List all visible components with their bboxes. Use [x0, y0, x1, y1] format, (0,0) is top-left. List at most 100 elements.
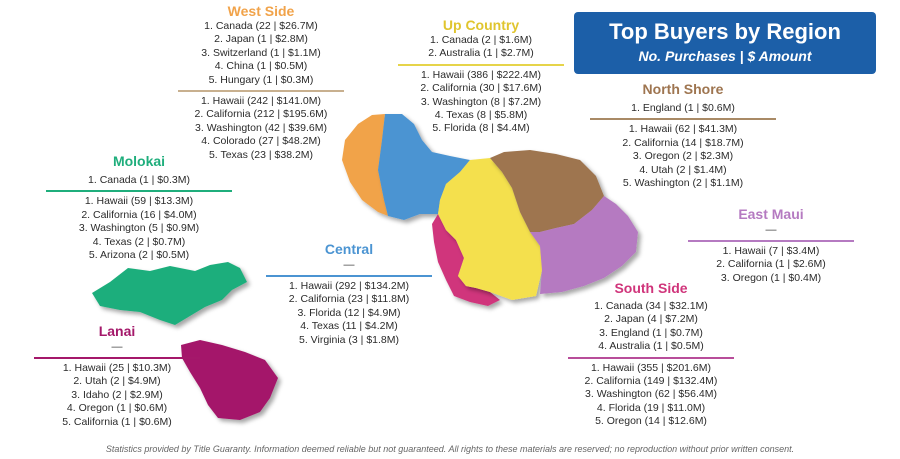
- list-item: 1. Canada (2 | $1.6M): [430, 34, 532, 46]
- page-subtitle: No. Purchases | $ Amount: [638, 48, 812, 64]
- list-item: 5. Arizona (2 | $0.5M): [88, 249, 190, 262]
- list-item: 4. Oregon (1 | $0.6M): [66, 402, 168, 415]
- list-item: 4. Texas (2 | $0.7M): [92, 235, 186, 248]
- region-title: Lanai: [98, 323, 136, 339]
- west-side-shape: [342, 114, 388, 216]
- list-item: 4. Texas (8 | $5.8M): [434, 109, 528, 122]
- divider: [590, 118, 776, 121]
- list-item: 5. California (1 | $0.6M): [62, 415, 172, 428]
- divider: [568, 356, 734, 359]
- list-item: 1. Hawaii (7 | $3.4M): [722, 245, 820, 257]
- region-title: West Side: [227, 3, 295, 19]
- domestic-buyers-list: 1. Hawaii (242 | $141.0M) 2. California …: [178, 95, 344, 162]
- region-up-country: Up Country 1. Canada (2 | $1.6M) 2. Aust…: [398, 16, 564, 136]
- region-title: Central: [324, 241, 374, 257]
- list-item: 1. Hawaii (25 | $10.3M): [62, 362, 172, 374]
- region-north-shore: North Shore 1. England (1 | $0.6M) 1. Ha…: [590, 80, 776, 190]
- list-item: 3. England (1 | $0.7M): [599, 326, 703, 339]
- south-side-shape: [432, 214, 500, 306]
- list-item: 2. California (14 | $18.7M): [622, 136, 744, 149]
- list-item: 2. California (149 | $132.4M): [584, 375, 718, 388]
- region-title: Up Country: [442, 17, 520, 33]
- list-item: 5. Virginia (3 | $1.8M): [299, 333, 399, 346]
- domestic-buyers-list: 1. Hawaii (7 | $3.4M) 2. California (1 |…: [688, 245, 854, 285]
- list-item: 2. Japan (1 | $2.8M): [214, 33, 308, 46]
- region-east-maui: East Maui — 1. Hawaii (7 | $3.4M) 2. Cal…: [688, 205, 854, 285]
- region-lanai: Lanai — 1. Hawaii (25 | $10.3M) 2. Utah …: [34, 322, 200, 429]
- region-title: North Shore: [642, 81, 724, 97]
- list-item: 1. Canada (22 | $26.7M): [204, 20, 318, 32]
- list-item: 4. Australia (1 | $0.5M): [598, 340, 704, 353]
- region-south-side: South Side 1. Canada (34 | $32.1M) 2. Ja…: [568, 279, 734, 429]
- east-maui-shape: [530, 196, 638, 294]
- list-item: 1. Canada (1 | $0.3M): [88, 174, 190, 186]
- no-international-buyers: —: [343, 259, 355, 271]
- international-buyers-list: 1. Canada (22 | $26.7M) 2. Japan (1 | $2…: [178, 20, 344, 87]
- divider: [266, 275, 432, 277]
- list-item: 1. England (1 | $0.6M): [631, 102, 735, 114]
- international-buyers-list: 1. England (1 | $0.6M): [590, 102, 776, 115]
- list-item: 4. Florida (19 | $11.0M): [596, 401, 706, 414]
- list-item: 3. Washington (62 | $56.4M): [585, 388, 717, 401]
- title-banner: Top Buyers by Region No. Purchases | $ A…: [574, 12, 876, 74]
- list-item: 2. California (23 | $11.8M): [288, 293, 410, 306]
- list-item: 3. Switzerland (1 | $1.1M): [201, 46, 321, 59]
- list-item: 1. Hawaii (386 | $222.4M): [420, 68, 542, 81]
- region-title: South Side: [614, 280, 688, 296]
- list-item: 3. Florida (12 | $4.9M): [297, 306, 401, 319]
- domestic-buyers-list: 1. Hawaii (292 | $134.2M) 2. California …: [266, 280, 432, 347]
- disclaimer-footer: Statistics provided by Title Guaranty. I…: [105, 444, 795, 454]
- list-item: 5. Florida (8 | $4.4M): [432, 122, 530, 135]
- list-item: 1. Canada (34 | $32.1M): [594, 300, 708, 312]
- molokai-shape: [92, 262, 247, 325]
- region-title: East Maui: [738, 206, 804, 222]
- list-item: 1. Hawaii (59 | $13.3M): [84, 195, 194, 208]
- list-item: 1. Hawaii (62 | $41.3M): [628, 123, 738, 136]
- list-item: 5. Texas (23 | $38.2M): [208, 148, 314, 161]
- list-item: 2. Australia (1 | $2.7M): [428, 47, 534, 60]
- list-item: 3. Washington (8 | $7.2M): [420, 95, 542, 108]
- no-international-buyers: —: [765, 224, 777, 236]
- domestic-buyers-list: 1. Hawaii (25 | $10.3M) 2. Utah (2 | $4.…: [34, 362, 200, 429]
- list-item: 5. Hungary (1 | $0.3M): [208, 73, 314, 86]
- divider: [46, 190, 232, 193]
- region-title: Molokai: [112, 153, 166, 169]
- list-item: 3. Oregon (2 | $2.3M): [632, 150, 734, 163]
- no-international-buyers: —: [111, 341, 123, 353]
- list-item: 3. Washington (42 | $39.6M): [195, 121, 327, 134]
- region-central: Central — 1. Hawaii (292 | $134.2M) 2. C…: [266, 240, 432, 347]
- list-item: 2. California (16 | $4.0M): [81, 208, 197, 221]
- domestic-buyers-list: 1. Hawaii (386 | $222.4M) 2. California …: [398, 69, 564, 136]
- divider: [34, 357, 200, 359]
- list-item: 1. Hawaii (355 | $201.6M): [590, 361, 712, 374]
- region-west-side: West Side 1. Canada (22 | $26.7M) 2. Jap…: [178, 2, 344, 162]
- domestic-buyers-list: 1. Hawaii (62 | $41.3M) 2. California (1…: [590, 123, 776, 190]
- central-shape: [378, 114, 470, 220]
- domestic-buyers-list: 1. Hawaii (355 | $201.6M) 2. California …: [568, 362, 734, 429]
- list-item: 4. China (1 | $0.5M): [214, 60, 308, 73]
- international-buyers-list: 1. Canada (34 | $32.1M) 2. Japan (4 | $7…: [568, 300, 734, 354]
- list-item: 4. Texas (11 | $4.2M): [300, 320, 398, 333]
- list-item: 2. Japan (4 | $7.2M): [604, 313, 698, 326]
- list-item: 5. Washington (2 | $1.1M): [622, 177, 744, 190]
- domestic-buyers-list: 1. Hawaii (59 | $13.3M) 2. California (1…: [46, 195, 232, 262]
- list-item: 2. Utah (2 | $4.9M): [73, 375, 161, 388]
- list-item: 1. Hawaii (292 | $134.2M): [288, 280, 410, 292]
- lanai-shape: [181, 340, 278, 420]
- list-item: 3. Idaho (2 | $2.9M): [71, 388, 163, 401]
- page-title: Top Buyers by Region: [609, 19, 841, 44]
- list-item: 4. Colorado (27 | $48.2M): [201, 135, 321, 148]
- list-item: 2. California (212 | $195.6M): [194, 108, 328, 121]
- list-item: 3. Oregon (1 | $0.4M): [720, 271, 822, 284]
- divider: [398, 63, 564, 66]
- up-country-shape: [438, 158, 542, 300]
- list-item: 4. Utah (2 | $1.4M): [639, 163, 727, 176]
- divider: [688, 240, 854, 242]
- list-item: 1. Hawaii (242 | $141.0M): [200, 95, 322, 108]
- list-item: 3. Washington (5 | $0.9M): [78, 222, 200, 235]
- list-item: 5. Oregon (14 | $12.6M): [595, 415, 707, 428]
- list-item: 2. California (30 | $17.6M): [420, 82, 542, 95]
- north-shore-shape: [490, 150, 604, 232]
- divider: [178, 90, 344, 93]
